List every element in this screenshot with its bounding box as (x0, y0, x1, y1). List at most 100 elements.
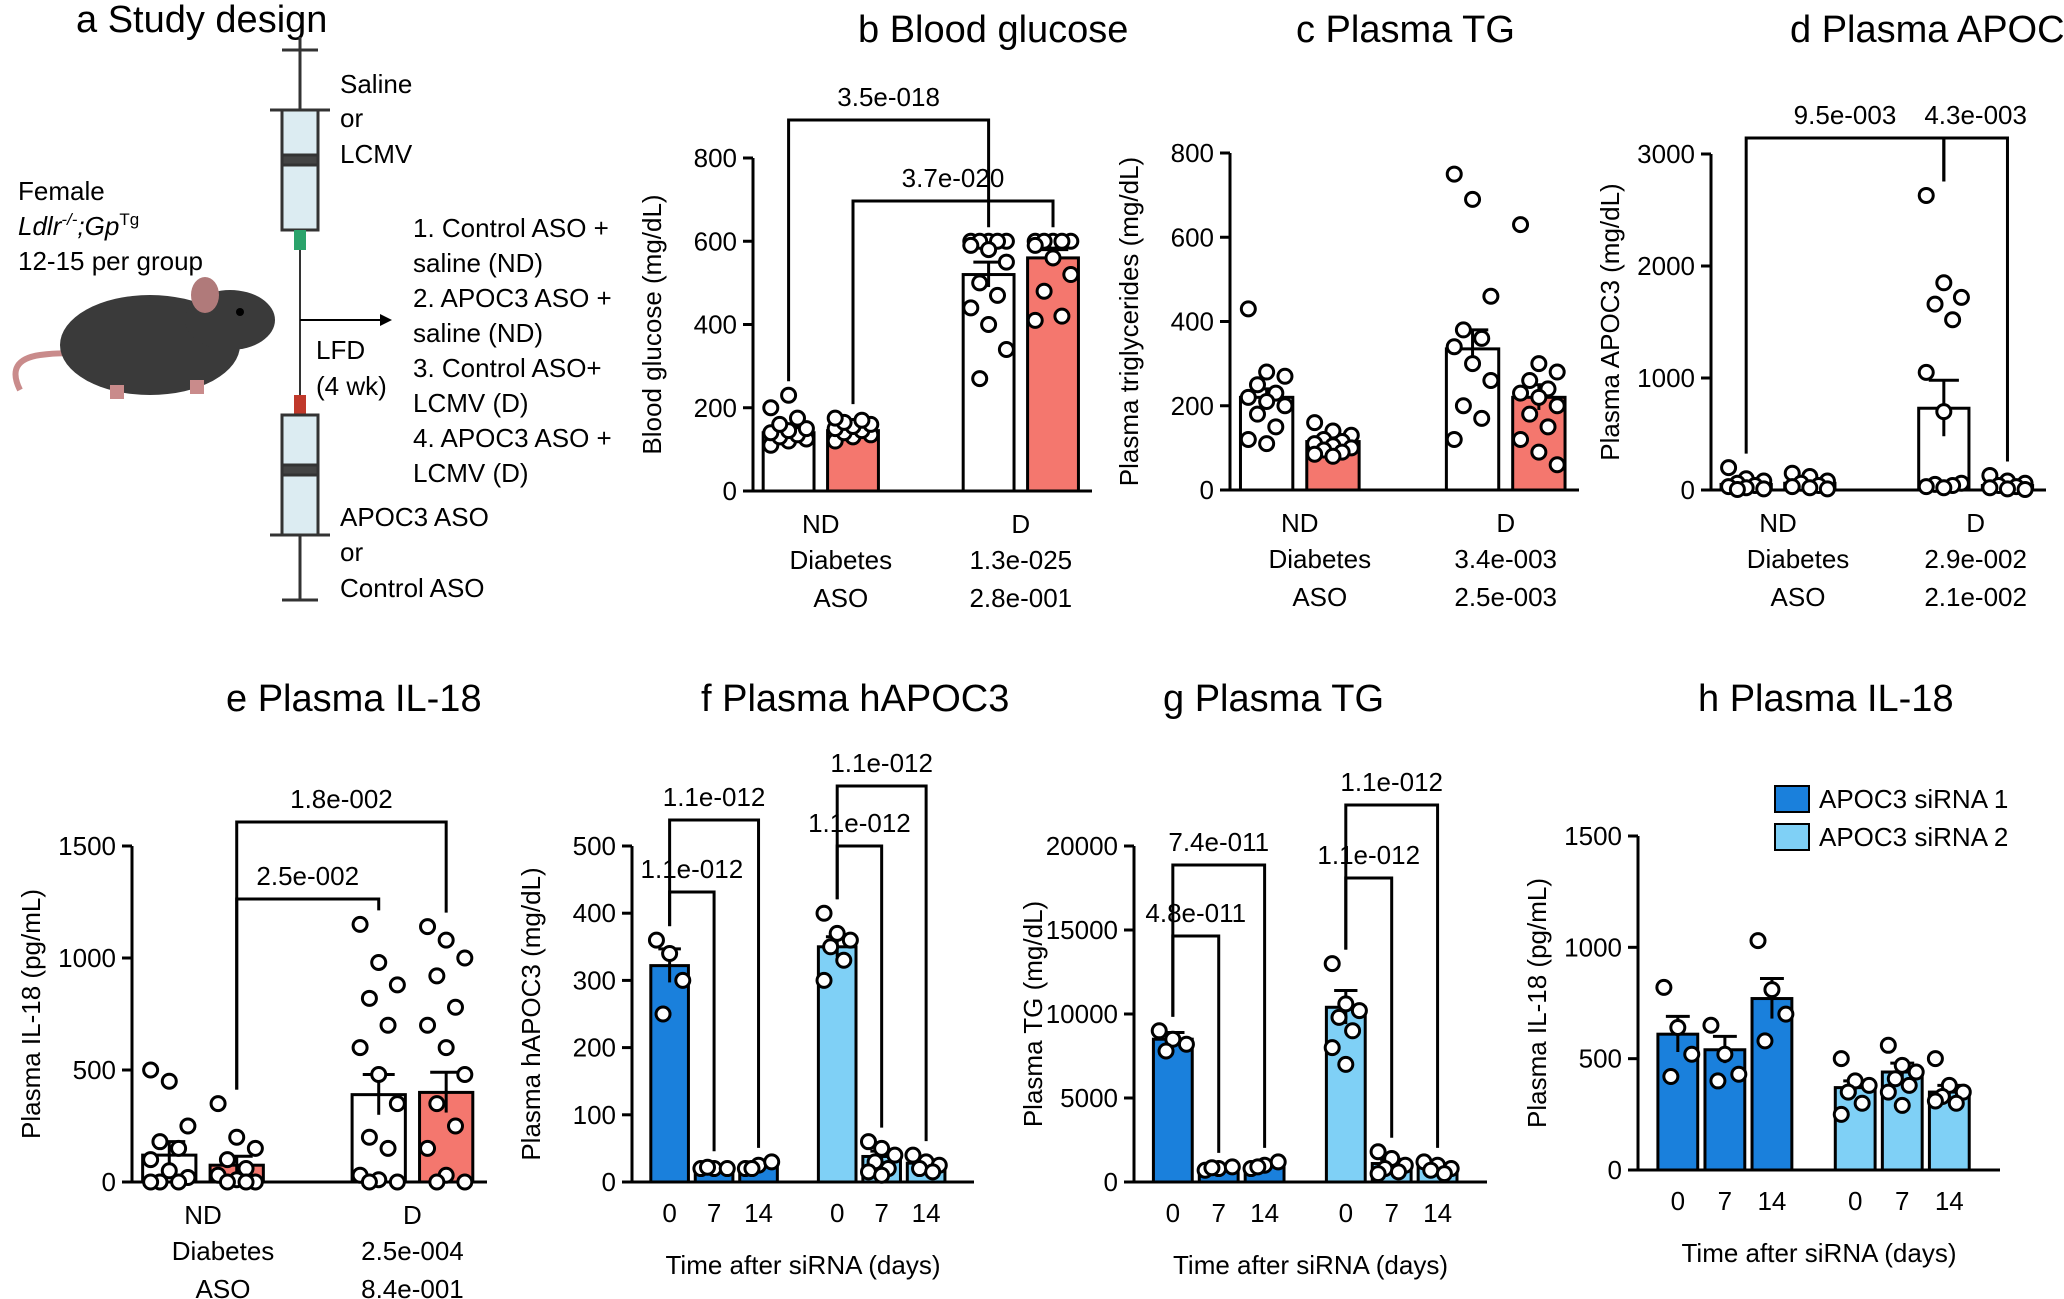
group-label: 2. APOC3 ASO + (413, 283, 612, 313)
data-point (1512, 384, 1530, 402)
y-tick-label: 400 (1171, 307, 1214, 337)
group-label: 1. Control ASO + (413, 213, 609, 243)
y-tick-label: 600 (1171, 222, 1214, 252)
stat-label: Diabetes (1268, 544, 1371, 574)
data-point (763, 1153, 781, 1171)
panel-title: f Plasma hAPOC3 (701, 678, 1009, 720)
panel-title: b Blood glucose (858, 9, 1128, 51)
data-point (661, 945, 679, 963)
data-point (1330, 1008, 1348, 1026)
label: APOC3 ASO (340, 502, 489, 532)
data-point (674, 971, 692, 989)
data-point (1053, 232, 1071, 250)
data-point (1683, 1045, 1701, 1063)
data-point (428, 1095, 446, 1113)
data-point (1248, 405, 1266, 423)
data-point (456, 1065, 474, 1083)
label: Control ASO (340, 573, 485, 603)
data-point (388, 976, 406, 994)
data-point (218, 1173, 236, 1191)
data-point (1783, 478, 1801, 496)
data-point (1709, 1072, 1727, 1090)
y-tick-label: 800 (1171, 138, 1214, 168)
data-point (1926, 1092, 1944, 1110)
significance-bracket (1344, 803, 1440, 1148)
syringe-icon (270, 37, 330, 320)
significance-bracket (1171, 863, 1267, 1148)
data-point (962, 236, 980, 254)
y-tick-label: 400 (573, 898, 616, 928)
data-point (1389, 1163, 1407, 1181)
data-point (1832, 1105, 1850, 1123)
data-point (1369, 1143, 1387, 1161)
data-point (1900, 1076, 1918, 1094)
data-point (1445, 165, 1463, 183)
data-point (1893, 1096, 1911, 1114)
x-tick-label: ND (184, 1200, 222, 1230)
x-tick-label: 14 (1250, 1198, 1279, 1228)
data-point (1944, 311, 1962, 329)
stat-value: 3.4e-003 (1454, 544, 1557, 574)
data-point (962, 299, 980, 317)
data-point (1445, 338, 1463, 356)
label: -/- (61, 210, 77, 229)
y-tick-label: 200 (1171, 391, 1214, 421)
label: Female (18, 176, 105, 206)
y-tick-label: 1500 (58, 831, 116, 861)
y-tick-label: 200 (694, 393, 737, 423)
x-axis-label: Time after siRNA (days) (1682, 1238, 1957, 1268)
data-point (1422, 1161, 1440, 1179)
p-value: 1.1e-012 (808, 808, 911, 838)
panel-title: a Study design (76, 0, 327, 41)
stat-value: 2.5e-004 (361, 1236, 464, 1266)
data-point (1530, 388, 1548, 406)
y-tick-label: 600 (694, 226, 737, 256)
data-point (1777, 1005, 1795, 1023)
data-point (1832, 1050, 1850, 1068)
data-point (179, 1117, 197, 1135)
p-value: 3.7e-020 (902, 163, 1005, 193)
y-tick-label: 1500 (1564, 821, 1622, 851)
data-point (1239, 430, 1257, 448)
data-point (1530, 443, 1548, 461)
p-value: 1.1e-012 (830, 748, 933, 778)
y-tick-label: 1000 (58, 943, 116, 973)
data-point (1306, 414, 1324, 432)
data-point (1952, 288, 1970, 306)
data-point (1539, 418, 1557, 436)
data-point (815, 904, 833, 922)
data-point (989, 286, 1007, 304)
data-point (1749, 932, 1767, 950)
y-tick-label: 800 (694, 143, 737, 173)
data-point (1482, 287, 1500, 305)
x-tick-label: 7 (707, 1198, 721, 1228)
data-point (1473, 409, 1491, 427)
data-point (718, 1160, 736, 1178)
data-point (1926, 1050, 1944, 1068)
y-axis-label: Plasma triglycerides (mg/dL) (1114, 157, 1144, 486)
data-point (456, 1173, 474, 1191)
data-point (170, 1173, 188, 1191)
data-point (1239, 300, 1257, 318)
data-point (698, 1158, 716, 1176)
x-tick-label: 14 (912, 1198, 941, 1228)
data-point (828, 924, 846, 942)
data-point (379, 1016, 397, 1034)
data-point (228, 1128, 246, 1146)
data-point (456, 949, 474, 967)
data-point (1818, 480, 1836, 498)
data-point (419, 918, 437, 936)
arrow (300, 314, 392, 326)
stat-label: Diabetes (1747, 544, 1850, 574)
data-point (1177, 1035, 1195, 1053)
label: ;Gp (77, 211, 119, 241)
x-tick-label: 0 (830, 1198, 844, 1228)
label: or (340, 103, 363, 133)
label: Saline (340, 69, 412, 99)
data-point (1053, 307, 1071, 325)
data-point (997, 340, 1015, 358)
y-axis-label: Blood glucose (mg/dL) (637, 194, 667, 454)
y-tick-label: 15000 (1046, 915, 1118, 945)
data-point (980, 316, 998, 333)
data-point (841, 931, 859, 949)
